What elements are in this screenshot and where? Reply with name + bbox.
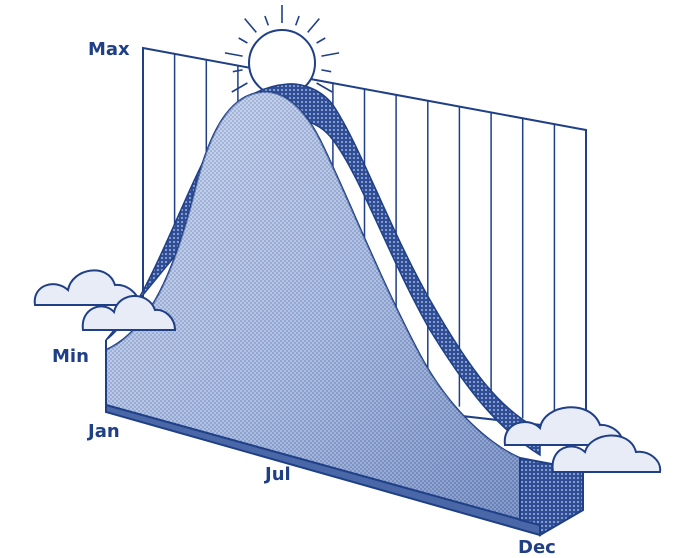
sun-ray [232,69,243,73]
sun-ray [224,52,243,57]
max-label: Max [88,39,130,60]
jan-label: Jan [86,421,120,442]
sun-ray [307,18,320,33]
min-label: Min [52,346,89,367]
cloud-icon [33,269,177,331]
cloud-icon [503,406,662,473]
sun-ray [321,69,332,73]
sun-ray [244,18,257,33]
curve-texture [106,91,520,520]
sun-ray [264,15,270,26]
sun-ray [316,82,333,93]
dec-label: Dec [518,537,556,558]
sun-ray [316,37,326,44]
sun-ray [294,15,300,26]
jul-label: Jul [263,464,291,485]
sun-ray [238,37,248,44]
sun-ray [321,52,340,57]
sun-ray [231,82,248,93]
